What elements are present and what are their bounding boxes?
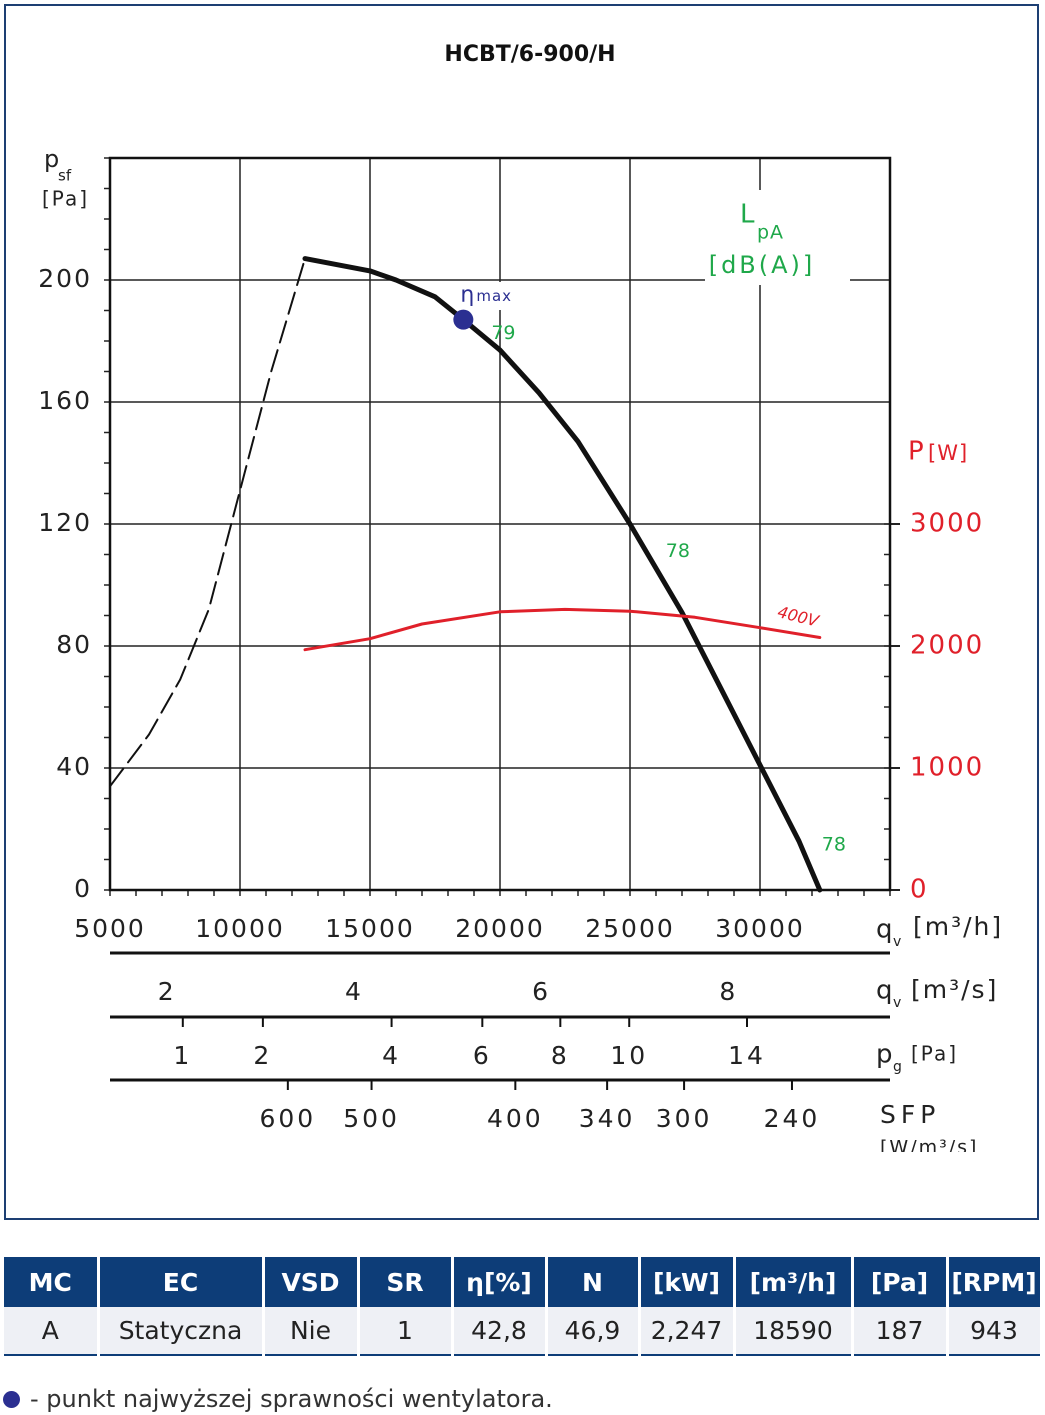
- scale-tick-label: 14: [728, 1041, 766, 1070]
- scale-tick-label: 8: [551, 1041, 570, 1070]
- scale-tick-label: 600: [259, 1104, 316, 1133]
- x-tick-label: 10000: [195, 914, 285, 943]
- scale-unit: [Pa]: [911, 1042, 958, 1066]
- y2-axis-unit: [W]: [928, 441, 968, 465]
- scale-tick-label: 8: [719, 977, 738, 1006]
- y2-tick-label: 2000: [910, 631, 984, 661]
- stall-line: [109, 257, 306, 788]
- column-header: [kW]: [639, 1257, 736, 1307]
- table-body: A Statyczna Nie 1 42,8 46,9 2,247 18590 187 943: [4, 1307, 1043, 1356]
- table-cell: 42,8: [452, 1307, 548, 1356]
- y-axis-unit: [Pa]: [42, 187, 89, 211]
- scale-symbol: p: [876, 1040, 893, 1070]
- y-axis-subscript: sf: [58, 167, 72, 185]
- legend-dot: [3, 1391, 20, 1408]
- noise-value: 78: [822, 834, 846, 856]
- eta-symbol: η: [460, 283, 474, 308]
- x-axis-symbol: q: [876, 915, 893, 945]
- table-cell: A: [4, 1307, 100, 1356]
- x-tick-label: 30000: [715, 914, 805, 943]
- secondary-scales: 2 4 6 8 q v [m³/s] 1 2 4 6 8 10 14 p g [Pa] 600 500 400 340 3…: [110, 951, 998, 1159]
- x-tick-label: 15000: [325, 914, 415, 943]
- scale-tick-label: 240: [764, 1104, 821, 1133]
- y-tick-label: 120: [38, 508, 92, 537]
- footer-text: - punkt najwyższej sprawności wentylator…: [30, 1385, 553, 1413]
- x-tick-label: 25000: [585, 914, 675, 943]
- scale-tick-label: 4: [382, 1041, 401, 1070]
- y-axis-symbol: p: [44, 145, 59, 173]
- x-tick-label: 20000: [455, 914, 545, 943]
- chart-frame: [4, 4, 1039, 1220]
- column-header: EC: [98, 1257, 265, 1307]
- scale-tick-label: 2: [253, 1041, 272, 1070]
- table-cell: 187: [852, 1307, 949, 1356]
- label-background: [455, 282, 527, 310]
- scale-symbol: q: [876, 976, 893, 1006]
- column-header: N: [546, 1257, 641, 1307]
- x-tick-label: 5000: [74, 914, 146, 943]
- footer-note: - punkt najwyższej sprawności wentylator…: [0, 1385, 553, 1413]
- y-tick-label: 0: [74, 874, 92, 903]
- noise-value: 79: [491, 322, 515, 344]
- power-line: [303, 607, 822, 652]
- table-cell: 46,9: [546, 1307, 641, 1356]
- scale-tick-label: 400: [487, 1104, 544, 1133]
- scale-tick-label: 10: [610, 1041, 648, 1070]
- plot-border: [108, 156, 892, 892]
- eta-subscript: max: [476, 287, 512, 305]
- chart: HCBT/6-900/H p sf [Pa] P [W] q v [m³/h] …: [38, 42, 1003, 1159]
- scale-subscript: v: [893, 995, 901, 1011]
- x-axis-subscript: v: [893, 934, 901, 950]
- column-header: SR: [358, 1257, 454, 1307]
- series-label: 400V: [776, 602, 822, 631]
- y2-axis-symbol: P: [908, 437, 924, 467]
- column-header: [Pa]: [852, 1257, 949, 1307]
- scale-tick-label: 500: [343, 1104, 400, 1133]
- y2-tick-label: 3000: [910, 509, 984, 539]
- column-header: [m³/h]: [734, 1257, 854, 1307]
- eta-max-point: [453, 309, 474, 330]
- column-header: VSD: [263, 1257, 360, 1307]
- table-cell: 2,247: [639, 1307, 736, 1356]
- table-cell: Nie: [263, 1307, 360, 1356]
- table-header: MC EC VSD SR η[%] N [kW] [m³/h] [Pa] [RPM]: [4, 1257, 1043, 1307]
- table-row: A Statyczna Nie 1 42,8 46,9 2,247 18590 187 943: [4, 1307, 1043, 1356]
- scale-tick-label: 340: [579, 1104, 636, 1133]
- scale-tick-label: 300: [656, 1104, 713, 1133]
- y-tick-label: 40: [56, 752, 92, 781]
- column-header: MC: [4, 1257, 100, 1307]
- scale-tick-label: 6: [473, 1041, 492, 1070]
- table-cell: 943: [947, 1307, 1043, 1356]
- y2-tick-label: 1000: [910, 753, 984, 783]
- scale-unit: [W/m³/s]: [880, 1137, 978, 1159]
- noise-symbol: L: [740, 200, 755, 230]
- y-tick-label: 80: [56, 630, 92, 659]
- noise-value: 78: [666, 540, 690, 562]
- y-tick-label: 200: [38, 264, 92, 293]
- scale-symbol: SFP: [880, 1100, 940, 1129]
- noise-subscript: pA: [757, 222, 784, 244]
- column-header: [RPM]: [947, 1257, 1043, 1307]
- table-cell: 18590: [734, 1307, 854, 1356]
- chart-title: HCBT/6-900/H: [444, 42, 615, 67]
- column-header: η[%]: [452, 1257, 548, 1307]
- noise-unit: [dB(A)]: [709, 251, 816, 279]
- scale-tick-label: 1: [173, 1041, 192, 1070]
- y-tick-label: 160: [38, 386, 92, 415]
- scale-tick-label: 2: [158, 977, 177, 1006]
- data-table: MC EC VSD SR η[%] N [kW] [m³/h] [Pa] [RPM] A Staty…: [4, 1257, 1043, 1356]
- x-axis-unit: [m³/h]: [913, 912, 1003, 941]
- label-background: [705, 190, 850, 285]
- table-cell: Statyczna: [98, 1307, 265, 1356]
- table-cell: 1: [358, 1307, 454, 1356]
- scale-tick-label: 6: [532, 977, 551, 1006]
- y2-tick-label: 0: [910, 875, 929, 905]
- scale-tick-label: 4: [345, 977, 364, 1006]
- scale-subscript: g: [893, 1059, 902, 1075]
- fan-curve: [302, 256, 823, 893]
- scale-unit: [m³/s]: [911, 975, 998, 1004]
